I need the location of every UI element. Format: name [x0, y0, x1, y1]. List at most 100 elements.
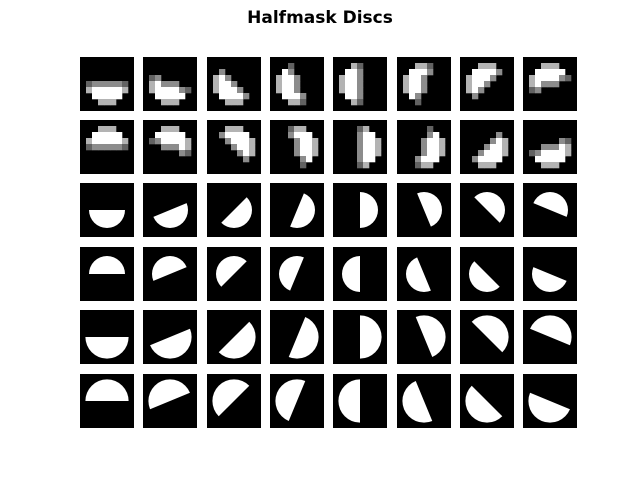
disc-pixel	[553, 81, 560, 88]
disc-pixel	[294, 93, 301, 100]
disc-pixel	[104, 99, 111, 106]
half-disc	[153, 203, 188, 228]
disc-pixel	[472, 93, 479, 100]
disc-pixel	[312, 150, 319, 157]
disc-pixel	[357, 75, 364, 82]
disc-pixel	[86, 81, 93, 88]
disc-pixel	[294, 75, 301, 82]
disc-pixel	[104, 87, 111, 94]
disc-pixel	[276, 75, 283, 82]
disc-pixel	[415, 162, 422, 169]
disc-pixel	[433, 138, 440, 145]
disc-pixel	[421, 150, 428, 157]
disc-pixel	[496, 69, 503, 76]
disc-pixel	[122, 138, 129, 145]
half-disc	[338, 379, 360, 423]
disc-pixel	[161, 93, 168, 100]
disc-pixel	[237, 150, 244, 157]
disc-pixel	[185, 87, 192, 94]
disc-pixel	[288, 81, 295, 88]
disc-pixel	[161, 144, 168, 151]
disc-pixel	[231, 81, 238, 88]
disc-pixel	[300, 156, 307, 163]
disc-pixel	[490, 150, 497, 157]
disc-pixel	[484, 63, 491, 70]
disc-pixel	[547, 63, 554, 70]
disc-pixel	[427, 63, 434, 70]
disc-cell	[80, 247, 134, 301]
disc-pixel	[357, 162, 364, 169]
half-disc	[275, 379, 306, 421]
disc-pixel	[149, 138, 156, 145]
disc-canvas	[148, 379, 190, 410]
disc-pixel	[529, 81, 536, 88]
disc-canvas	[89, 210, 125, 228]
disc-canvas	[472, 132, 509, 169]
disc-pixel	[86, 144, 93, 151]
disc-pixel	[357, 150, 364, 157]
disc-pixel	[155, 75, 162, 82]
disc-pixel	[478, 63, 485, 70]
disc-pixel	[98, 144, 105, 151]
disc-pixel	[339, 87, 346, 94]
disc-pixel	[559, 150, 566, 157]
disc-canvas	[85, 337, 129, 359]
disc-pixel	[490, 138, 497, 145]
disc-canvas	[149, 75, 192, 106]
disc-cell	[270, 310, 324, 364]
disc-cell	[80, 310, 134, 364]
disc-pixel	[219, 81, 226, 88]
disc-pixel	[179, 93, 186, 100]
half-disc	[89, 210, 125, 228]
disc-pixel	[225, 138, 232, 145]
disc-pixel	[86, 138, 93, 145]
disc-canvas	[415, 126, 446, 169]
disc-canvas	[417, 192, 442, 227]
disc-cell	[80, 57, 134, 111]
disc-pixel	[357, 156, 364, 163]
disc-cell	[143, 57, 197, 111]
disc-pixel	[243, 93, 250, 100]
disc-pixel	[231, 144, 238, 151]
disc-cell	[143, 310, 197, 364]
disc-pixel	[294, 126, 301, 133]
disc-pixel	[179, 132, 186, 139]
disc-canvas	[278, 256, 304, 291]
half-disc	[469, 261, 500, 292]
disc-pixel	[363, 156, 370, 163]
disc-pixel	[167, 87, 174, 94]
disc-pixel	[110, 126, 117, 133]
disc-pixel	[351, 69, 358, 76]
disc-pixel	[92, 81, 99, 88]
disc-pixel	[92, 87, 99, 94]
disc-pixel	[213, 81, 220, 88]
disc-pixel	[472, 69, 479, 76]
disc-canvas	[150, 328, 192, 359]
disc-pixel	[110, 81, 117, 88]
disc-canvas	[530, 315, 572, 346]
disc-pixel	[306, 156, 313, 163]
disc-canvas	[342, 256, 360, 292]
disc-pixel	[357, 138, 364, 145]
disc-pixel	[357, 69, 364, 76]
disc-cell	[397, 247, 451, 301]
half-disc	[533, 192, 568, 217]
disc-pixel	[535, 87, 542, 94]
disc-pixel	[237, 93, 244, 100]
disc-pixel	[282, 87, 289, 94]
disc-pixel	[225, 81, 232, 88]
disc-pixel	[415, 156, 422, 163]
disc-pixel	[351, 75, 358, 82]
disc-pixel	[363, 126, 370, 133]
disc-cell	[523, 310, 577, 364]
disc-pixel	[529, 150, 536, 157]
disc-pixel	[161, 126, 168, 133]
disc-pixel	[173, 87, 180, 94]
disc-pixel	[294, 138, 301, 145]
disc-pixel	[173, 93, 180, 100]
disc-pixel	[288, 75, 295, 82]
disc-pixel	[104, 132, 111, 139]
disc-pixel	[478, 156, 485, 163]
disc-pixel	[421, 69, 428, 76]
disc-pixel	[98, 81, 105, 88]
